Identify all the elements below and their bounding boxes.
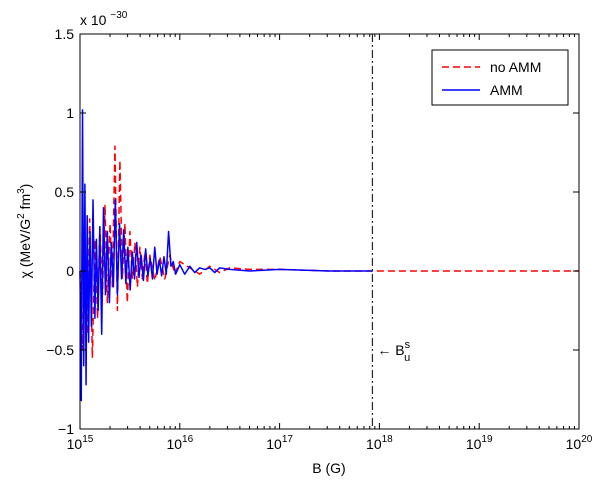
y-axis-label-mid: fm: [17, 194, 33, 213]
y-multiplier-base: x 10: [80, 12, 107, 28]
critical-field-sup: s: [405, 339, 411, 351]
x-tick-label: 1018: [366, 434, 393, 452]
series-layer: [79, 109, 579, 402]
y-tick-label: 0: [66, 263, 74, 279]
y-axis-label: χ (MeV/G2 fm3): [16, 184, 33, 279]
y-axis-ticks: −1 −0.5 0 0.5 1 1.5: [46, 26, 579, 437]
x-tick-exponent: 16: [182, 434, 194, 445]
x-tick-exponent: 20: [581, 434, 593, 445]
legend-label-no-amm: no AMM: [490, 59, 541, 75]
x-tick-label: 1020: [566, 434, 593, 452]
series-line-amm: [79, 109, 373, 402]
x-axis-label: B (G): [312, 460, 345, 476]
x-tick-label: 1015: [67, 434, 94, 452]
x-tick-exponent: 17: [282, 434, 294, 445]
x-tick-label: 1017: [266, 434, 293, 452]
x-tick-exponent: 18: [382, 434, 394, 445]
x-tick-exponent: 19: [481, 434, 493, 445]
annotation-layer: ← Bs u: [371, 34, 411, 429]
y-tick-label: 1: [66, 105, 74, 121]
x-tick-base: 10: [67, 436, 83, 452]
x-tick-exponent: 15: [82, 434, 94, 445]
y-multiplier-label: x 10 −30: [80, 10, 128, 28]
x-tick-base: 10: [366, 436, 382, 452]
y-axis-label-sup2: 3: [16, 188, 27, 194]
plot-area: ← Bs u: [79, 33, 580, 430]
x-tick-base: 10: [566, 436, 582, 452]
x-tick-base: 10: [166, 436, 182, 452]
critical-field-arrow: ←: [377, 342, 395, 358]
y-axis-label-sup1: 2: [16, 213, 27, 219]
y-tick-label: −0.5: [46, 342, 74, 358]
x-tick-label: 1016: [166, 434, 193, 452]
critical-field-symbol: B: [395, 342, 404, 358]
legend-label-amm: AMM: [490, 82, 523, 98]
legend-box: [431, 49, 569, 106]
x-tick-base: 10: [466, 436, 482, 452]
axes-frame: [79, 33, 580, 430]
y-tick-label: −1: [58, 421, 74, 437]
critical-field-annotation: ← Bs u: [377, 339, 410, 364]
critical-field-sub: u: [404, 352, 410, 364]
x-axis-ticks: 1015 1016 1017 1018 1019 1020: [67, 34, 593, 452]
y-multiplier-exponent: −30: [110, 10, 127, 21]
y-axis-label-main: χ (MeV/G: [17, 219, 33, 278]
y-axis-label-end: ): [17, 184, 33, 189]
y-tick-label: 0.5: [55, 184, 75, 200]
x-tick-base: 10: [266, 436, 282, 452]
legend: no AMM AMM: [431, 49, 569, 106]
y-tick-label: 1.5: [55, 26, 75, 42]
x-tick-label: 1019: [466, 434, 493, 452]
